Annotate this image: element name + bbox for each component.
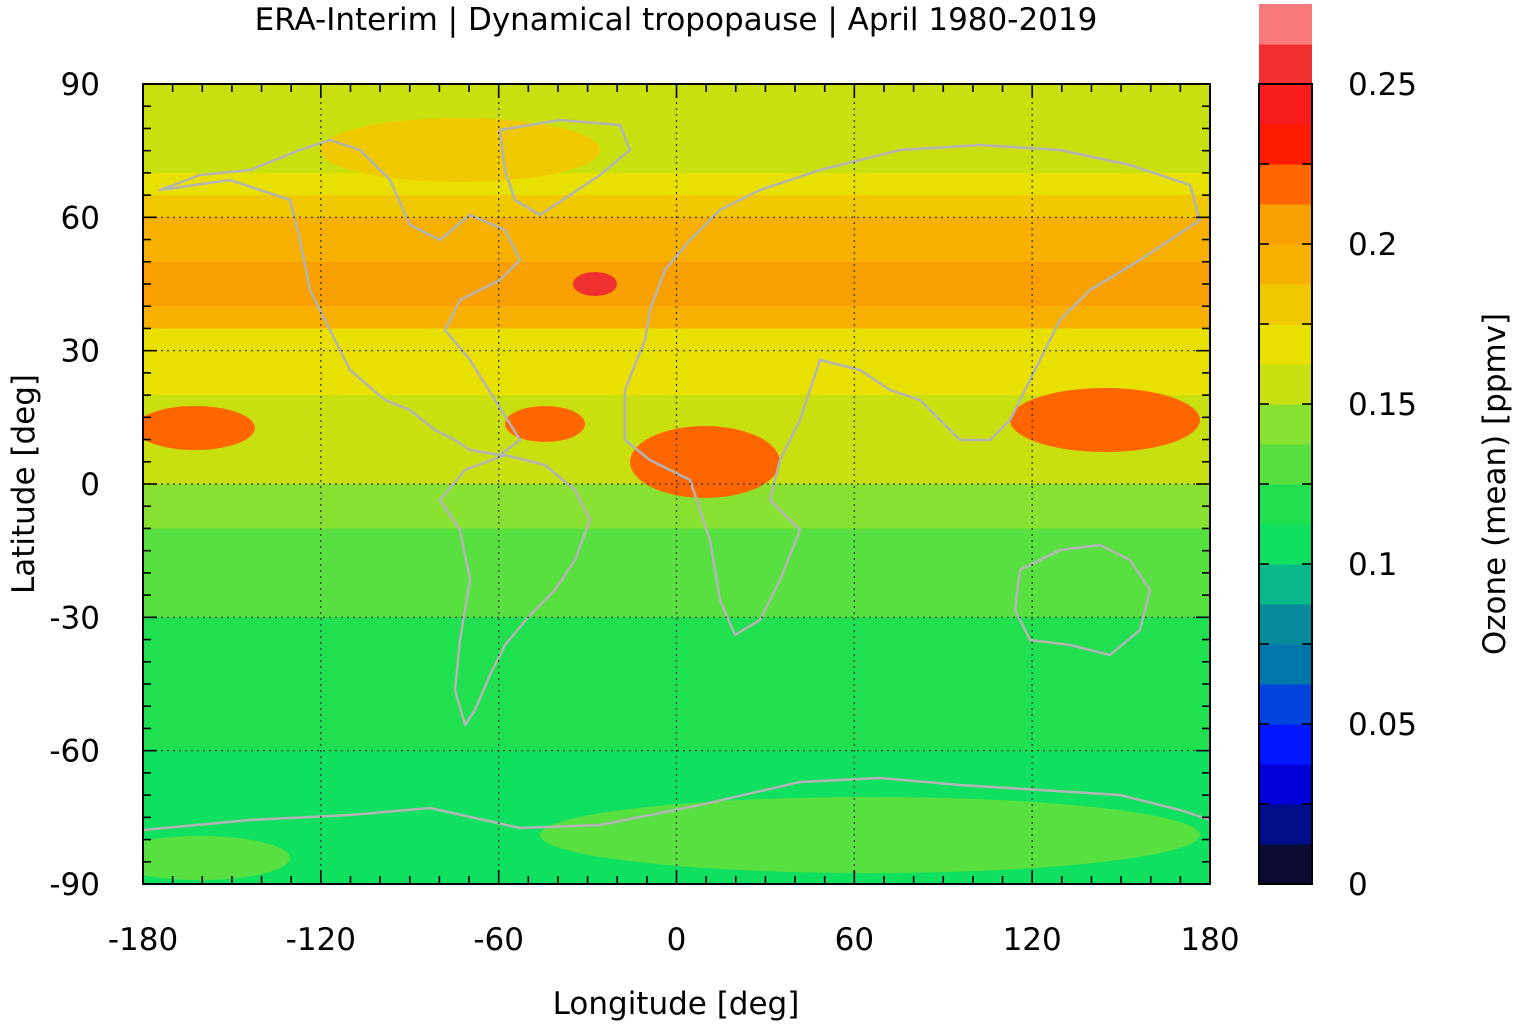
colorbar-tick-labels: 0.25 0.2 0.15 0.1 0.05 0	[1348, 67, 1417, 903]
colorbar-tick-label: 0.2	[1348, 227, 1397, 263]
colorbar-swatch	[1259, 204, 1312, 245]
colorbar-tick-label: 0.05	[1348, 707, 1417, 743]
ozone-band	[143, 306, 1210, 329]
colorbar-tick-label: 0	[1348, 867, 1368, 903]
southern-green-patch	[540, 797, 1200, 873]
colorbar-swatch	[1259, 804, 1312, 845]
colorbar-swatch	[1259, 564, 1312, 605]
colorbar-swatch	[1259, 764, 1312, 805]
axis-ticks	[142, 83, 1211, 885]
colorbar-label: Ozone (mean) [ppmv]	[1477, 313, 1513, 655]
ozone-band	[143, 195, 1210, 218]
x-tick-label: 0	[667, 922, 687, 958]
colorbar-swatch	[1259, 84, 1312, 125]
colorbar-swatch	[1259, 44, 1312, 85]
coastline-south-america	[438, 453, 592, 727]
colorbar-tick-label: 0.25	[1348, 67, 1417, 103]
atlantic-tropical-max	[505, 406, 585, 442]
x-tick-labels: -180 -120 -60 0 60 120 180	[108, 922, 1240, 958]
arctic-yellow-patch	[320, 118, 600, 182]
colorbar-swatch	[1259, 604, 1312, 645]
ozone-band	[143, 706, 1210, 752]
africa-tropical-max	[630, 426, 780, 498]
x-tick-label: 120	[1003, 922, 1062, 958]
colorbar-swatch	[1259, 404, 1312, 445]
x-tick-label: 60	[835, 922, 874, 958]
colorbar-swatch	[1259, 684, 1312, 725]
y-tick-label: 90	[61, 67, 100, 103]
colorbar-swatch	[1259, 844, 1312, 885]
coastline-australia	[1013, 543, 1152, 657]
colorbar-swatch	[1259, 444, 1312, 485]
ozone-band	[143, 261, 1210, 285]
x-tick-label: -180	[108, 922, 178, 958]
colorbar-swatch	[1259, 4, 1312, 45]
colorbar-swatch	[1259, 324, 1312, 365]
plot-frame	[142, 83, 1211, 885]
colorbar-swatch	[1259, 484, 1312, 525]
y-tick-labels: 90 60 30 0 -30 -60 -90	[49, 67, 100, 903]
regional-ozone-features	[143, 118, 1200, 880]
y-tick-label: -60	[49, 734, 100, 770]
colorbar-swatch	[1259, 284, 1312, 325]
southern-green-patch-west	[143, 836, 290, 880]
coastlines	[143, 118, 1210, 832]
west-pacific-tropical-max	[1010, 388, 1200, 452]
y-tick-label: -30	[49, 600, 100, 636]
colorbar-swatch	[1259, 124, 1312, 165]
colorbar-tick-label: 0.15	[1348, 387, 1417, 423]
colorbar-swatch	[1259, 524, 1312, 565]
colorbar-swatch	[1259, 364, 1312, 405]
x-tick-label: 180	[1180, 922, 1239, 958]
x-tick-label: -60	[473, 922, 524, 958]
y-tick-label: 30	[61, 334, 100, 370]
coastline-eurasia-africa	[623, 143, 1202, 637]
chart-title: ERA-Interim | Dynamical tropopause | Apr…	[255, 2, 1098, 38]
y-tick-label: -90	[49, 867, 100, 903]
colorbar-swatch	[1259, 724, 1312, 765]
y-tick-label: 60	[61, 200, 100, 236]
colorbar-tick-label: 0.1	[1348, 547, 1397, 583]
ozone-band	[143, 328, 1210, 352]
grid-lines	[143, 84, 1210, 884]
colorbar-swatch	[1259, 244, 1312, 285]
x-tick-label: -120	[286, 922, 356, 958]
colorbar-swatch	[1259, 164, 1312, 205]
colorbar	[1258, 4, 1313, 885]
north-atlantic-core	[573, 272, 617, 296]
ozone-band	[143, 750, 1210, 796]
pacific-tropical-max	[143, 406, 255, 450]
coastline-north-america	[158, 138, 522, 457]
colorbar-swatch	[1259, 644, 1312, 685]
y-tick-label: 0	[80, 467, 100, 503]
coastline-greenland	[498, 118, 632, 217]
x-axis-label: Longitude [deg]	[553, 986, 800, 1022]
y-axis-label: Latitude [deg]	[6, 374, 42, 594]
coastline-antarctica	[143, 776, 1210, 832]
